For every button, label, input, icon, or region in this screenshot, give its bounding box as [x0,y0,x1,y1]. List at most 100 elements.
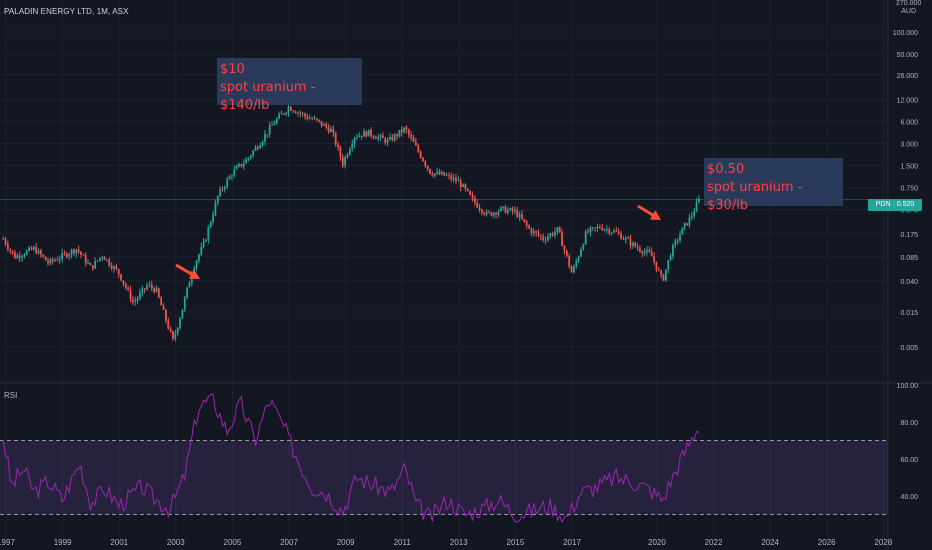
candle-body [136,298,139,301]
candle-body [563,246,566,251]
candle-body [301,113,304,115]
chart-title: PALADIN ENERGY LTD, 1M, ASX [4,7,129,16]
candle-body [202,241,205,247]
candle-body [436,171,439,174]
time-tick-label: 1997 [0,538,15,547]
candle-body [98,257,101,261]
candle-body [431,173,434,176]
candle-body [75,249,78,254]
time-axis[interactable]: 1997 1999 2001 2003 2005 2007 2009 2011 2013 2015… [0,538,893,547]
candle-body [73,249,75,254]
candle-body [148,284,151,286]
price-tick-label: 6.000 [900,119,918,126]
corner-currency: AUD [901,8,917,15]
candle-body [306,116,309,119]
candle-body [304,113,306,117]
candle-body [379,135,382,137]
candle-body [228,176,231,180]
candle-body [440,172,443,175]
time-tick-label: 2005 [224,538,242,547]
candle-body [676,240,679,242]
rsi-tick-label: 40.00 [900,494,918,501]
price-tick-label: 100.000 [893,30,918,37]
candle-body [77,249,80,252]
candle-body [323,124,325,126]
candle-body [457,180,460,182]
candle-body [341,157,344,166]
candle-body [287,107,290,113]
candle-body [280,113,283,115]
candle-body [32,247,35,250]
candle-body [346,154,349,158]
price-tick-label: 0.085 [900,255,918,262]
candle-body [353,137,356,144]
candle-body [426,165,429,169]
candle-body [476,202,479,208]
candle-body [481,209,483,213]
candle-body [407,129,410,135]
candle-body [254,147,257,151]
price-tick-label: 0.375 [900,208,918,215]
price-tick-label: 0.175 [900,232,918,239]
candle-body [337,144,339,148]
candle-body [497,211,500,215]
time-tick-label: 2020 [648,538,666,547]
candle-body [606,229,608,230]
candle-body [242,163,245,167]
candle-body [221,188,224,190]
candle-body [23,254,26,257]
candle-body [249,155,252,158]
candle-body [405,127,408,130]
rsi-indicator-label[interactable]: RSI [4,391,18,400]
candle-body [308,118,311,120]
candle-body [186,287,189,298]
rsi-axis[interactable]: 100.00 80.00 60.00 40.00 [897,383,919,501]
candle-body [532,231,535,234]
candle-body [315,118,318,120]
candle-body [14,252,16,259]
candle-body [452,177,455,180]
candle-body [96,260,99,262]
candle-body [106,259,108,261]
candle-body [356,137,358,138]
candle-body [681,227,684,235]
candle-body [155,288,158,292]
candle-body [565,250,568,256]
candle-body [554,231,556,236]
candle-body [266,134,269,136]
candle-body [42,254,45,257]
candle-body [167,320,170,329]
candle-body [35,247,38,254]
rsi-tick-label: 80.00 [900,420,918,427]
candle-body [518,214,521,217]
candle-body [419,151,422,158]
annotation-2021[interactable]: $0.50 spot uranium - $30/lb [704,158,843,213]
candle-body [332,129,335,134]
candle-body [424,161,427,166]
annotation-price: $10 [220,62,245,77]
candle-body [587,231,589,233]
arrow-head [649,210,661,220]
candle-body [61,253,64,259]
annotation-uranium: spot uranium - $140/lb [220,80,316,113]
annotation-2007-peak[interactable]: $10 spot uranium - $140/lb [217,58,362,113]
candle-body [174,333,177,340]
candle-body [143,288,146,290]
price-axis[interactable]: 100.000 50.000 26.000 12.000 6.000 3.000 1.500… [893,30,918,352]
candle-body [422,157,424,162]
candle-body [466,188,469,191]
candle-body [462,184,464,187]
last-price-tag[interactable]: PDN · 0.520 [868,199,922,211]
candle-body [377,136,380,139]
price-tick-label: 12.000 [897,97,919,104]
candle-body [683,223,686,228]
candle-body [367,129,370,137]
candle-body [504,206,507,213]
candle-body [164,309,167,321]
candle-body [11,250,14,253]
candle-body [535,231,538,233]
candle-body [603,229,606,231]
candle-body [639,248,641,252]
